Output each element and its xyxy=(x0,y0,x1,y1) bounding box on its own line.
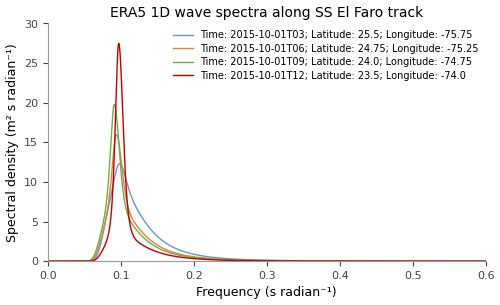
Time: 2015-10-01T12; Latitude: 23.5; Longitude: -74.0: (0.105, 12.9): 2015-10-01T12; Latitude: 23.5; Longitude… xyxy=(122,157,128,161)
Time: 2015-10-01T06; Latitude: 24.75; Longitude: -75.25: (0.257, 0.163): 2015-10-01T06; Latitude: 24.75; Longitud… xyxy=(232,258,238,262)
Time: 2015-10-01T06; Latitude: 24.75; Longitude: -75.25: (0.588, 0.00264): 2015-10-01T06; Latitude: 24.75; Longitud… xyxy=(474,259,480,263)
Time: 2015-10-01T03; Latitude: 25.5; Longitude: -75.75: (0.524, 0.00755): 2015-10-01T03; Latitude: 25.5; Longitude… xyxy=(427,259,433,263)
Time: 2015-10-01T09; Latitude: 24.0; Longitude: -74.75: (0.0693, 2.35): 2015-10-01T09; Latitude: 24.0; Longitude… xyxy=(96,241,102,244)
Time: 2015-10-01T06; Latitude: 24.75; Longitude: -75.25: (0.001, 0): 2015-10-01T06; Latitude: 24.75; Longitud… xyxy=(46,259,52,263)
Time: 2015-10-01T12; Latitude: 23.5; Longitude: -74.0: (0.0693, 0.568): 2015-10-01T12; Latitude: 23.5; Longitude… xyxy=(96,255,102,259)
Time: 2015-10-01T06; Latitude: 24.75; Longitude: -75.25: (0.0693, 1.7): 2015-10-01T06; Latitude: 24.75; Longitud… xyxy=(96,246,102,249)
Time: 2015-10-01T03; Latitude: 25.5; Longitude: -75.75: (0.6, 0.00384): 2015-10-01T03; Latitude: 25.5; Longitude… xyxy=(482,259,488,263)
Time: 2015-10-01T09; Latitude: 24.0; Longitude: -74.75: (0.231, 0.228): 2015-10-01T09; Latitude: 24.0; Longitude… xyxy=(214,257,220,261)
Line: Time: 2015-10-01T09; Latitude: 24.0; Longitude: -74.75: Time: 2015-10-01T09; Latitude: 24.0; Lon… xyxy=(48,104,486,261)
Y-axis label: Spectral density (m² s radian⁻¹): Spectral density (m² s radian⁻¹) xyxy=(6,43,18,242)
Time: 2015-10-01T06; Latitude: 24.75; Longitude: -75.25: (0.105, 9.14): 2015-10-01T06; Latitude: 24.75; Longitud… xyxy=(122,187,128,191)
Time: 2015-10-01T12; Latitude: 23.5; Longitude: -74.0: (0.588, 0.00156): 2015-10-01T12; Latitude: 23.5; Longitude… xyxy=(474,259,480,263)
Legend: Time: 2015-10-01T03; Latitude: 25.5; Longitude: -75.75, Time: 2015-10-01T06; Lat: Time: 2015-10-01T03; Latitude: 25.5; Lon… xyxy=(169,27,482,84)
Time: 2015-10-01T12; Latitude: 23.5; Longitude: -74.0: (0.231, 0.161): 2015-10-01T12; Latitude: 23.5; Longitude… xyxy=(214,258,220,262)
Time: 2015-10-01T12; Latitude: 23.5; Longitude: -74.0: (0.0971, 27.5): 2015-10-01T12; Latitude: 23.5; Longitude… xyxy=(116,41,122,45)
Line: Time: 2015-10-01T06; Latitude: 24.75; Longitude: -75.25: Time: 2015-10-01T06; Latitude: 24.75; Lo… xyxy=(48,135,486,261)
Time: 2015-10-01T12; Latitude: 23.5; Longitude: -74.0: (0.6, 0.00141): 2015-10-01T12; Latitude: 23.5; Longitude… xyxy=(482,259,488,263)
Time: 2015-10-01T03; Latitude: 25.5; Longitude: -75.75: (0.588, 0.00423): 2015-10-01T03; Latitude: 25.5; Longitude… xyxy=(474,259,480,263)
Time: 2015-10-01T06; Latitude: 24.75; Longitude: -75.25: (0.231, 0.274): 2015-10-01T06; Latitude: 24.75; Longitud… xyxy=(214,257,220,261)
Time: 2015-10-01T06; Latitude: 24.75; Longitude: -75.25: (0.0941, 16): 2015-10-01T06; Latitude: 24.75; Longitud… xyxy=(114,133,119,136)
Time: 2015-10-01T06; Latitude: 24.75; Longitude: -75.25: (0.524, 0.00471): 2015-10-01T06; Latitude: 24.75; Longitud… xyxy=(427,259,433,263)
Time: 2015-10-01T03; Latitude: 25.5; Longitude: -75.75: (0.0981, 12.3): 2015-10-01T03; Latitude: 25.5; Longitude… xyxy=(116,162,122,166)
Line: Time: 2015-10-01T03; Latitude: 25.5; Longitude: -75.75: Time: 2015-10-01T03; Latitude: 25.5; Lon… xyxy=(48,164,486,261)
Time: 2015-10-01T12; Latitude: 23.5; Longitude: -74.0: (0.257, 0.0958): 2015-10-01T12; Latitude: 23.5; Longitude… xyxy=(232,259,238,262)
Time: 2015-10-01T09; Latitude: 24.0; Longitude: -74.75: (0.524, 0.0039): 2015-10-01T09; Latitude: 24.0; Longitude… xyxy=(427,259,433,263)
Time: 2015-10-01T06; Latitude: 24.75; Longitude: -75.25: (0.6, 0.00239): 2015-10-01T06; Latitude: 24.75; Longitud… xyxy=(482,259,488,263)
Line: Time: 2015-10-01T12; Latitude: 23.5; Longitude: -74.0: Time: 2015-10-01T12; Latitude: 23.5; Lon… xyxy=(48,43,486,261)
Time: 2015-10-01T09; Latitude: 24.0; Longitude: -74.75: (0.588, 0.00218): 2015-10-01T09; Latitude: 24.0; Longitude… xyxy=(474,259,480,263)
Time: 2015-10-01T03; Latitude: 25.5; Longitude: -75.75: (0.001, 0): 2015-10-01T03; Latitude: 25.5; Longitude… xyxy=(46,259,52,263)
X-axis label: Frequency (s radian⁻¹): Frequency (s radian⁻¹) xyxy=(196,286,337,300)
Time: 2015-10-01T09; Latitude: 24.0; Longitude: -74.75: (0.0911, 19.8): 2015-10-01T09; Latitude: 24.0; Longitude… xyxy=(112,102,117,106)
Time: 2015-10-01T03; Latitude: 25.5; Longitude: -75.75: (0.0693, 1.26): 2015-10-01T03; Latitude: 25.5; Longitude… xyxy=(96,249,102,253)
Time: 2015-10-01T03; Latitude: 25.5; Longitude: -75.75: (0.105, 11): 2015-10-01T03; Latitude: 25.5; Longitude… xyxy=(122,173,128,176)
Time: 2015-10-01T09; Latitude: 24.0; Longitude: -74.75: (0.105, 7.54): 2015-10-01T09; Latitude: 24.0; Longitude… xyxy=(122,199,128,203)
Time: 2015-10-01T09; Latitude: 24.0; Longitude: -74.75: (0.001, 0): 2015-10-01T09; Latitude: 24.0; Longitude… xyxy=(46,259,52,263)
Time: 2015-10-01T03; Latitude: 25.5; Longitude: -75.75: (0.257, 0.26): 2015-10-01T03; Latitude: 25.5; Longitude… xyxy=(232,257,238,261)
Time: 2015-10-01T12; Latitude: 23.5; Longitude: -74.0: (0.524, 0.00278): 2015-10-01T12; Latitude: 23.5; Longitude… xyxy=(427,259,433,263)
Time: 2015-10-01T09; Latitude: 24.0; Longitude: -74.75: (0.6, 0.00198): 2015-10-01T09; Latitude: 24.0; Longitude… xyxy=(482,259,488,263)
Time: 2015-10-01T03; Latitude: 25.5; Longitude: -75.75: (0.231, 0.437): 2015-10-01T03; Latitude: 25.5; Longitude… xyxy=(214,256,220,260)
Time: 2015-10-01T09; Latitude: 24.0; Longitude: -74.75: (0.257, 0.135): 2015-10-01T09; Latitude: 24.0; Longitude… xyxy=(232,258,238,262)
Title: ERA5 1D wave spectra along SS El Faro track: ERA5 1D wave spectra along SS El Faro tr… xyxy=(110,5,424,20)
Time: 2015-10-01T12; Latitude: 23.5; Longitude: -74.0: (0.001, 0): 2015-10-01T12; Latitude: 23.5; Longitude… xyxy=(46,259,52,263)
